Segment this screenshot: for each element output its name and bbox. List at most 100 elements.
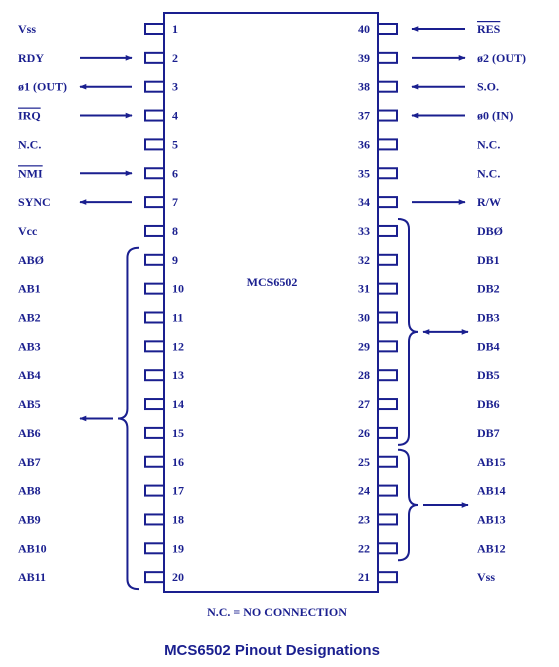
signal-ab3: AB3 bbox=[18, 339, 41, 353]
pin-17: 17 AB8 bbox=[18, 484, 184, 498]
pin-number: 24 bbox=[358, 484, 370, 498]
pin-stub bbox=[377, 51, 398, 64]
pin-7: 7 SYNC bbox=[18, 195, 178, 209]
pin-9: 9 ABØ bbox=[18, 253, 178, 267]
pin-number: 36 bbox=[358, 137, 370, 151]
signal-n-c: N.C. bbox=[477, 166, 500, 180]
signal-0-in: ø0 (IN) bbox=[477, 109, 513, 123]
pin-11: 11 AB2 bbox=[18, 311, 183, 325]
pin-stub bbox=[377, 282, 398, 295]
pin-number: 19 bbox=[172, 541, 184, 555]
signal-ab2: AB2 bbox=[18, 311, 41, 325]
pin-number: 9 bbox=[172, 253, 178, 267]
pin-number: 21 bbox=[358, 570, 370, 584]
chip-body bbox=[163, 12, 379, 593]
pin-stub bbox=[377, 109, 398, 122]
pin-stub bbox=[377, 398, 398, 411]
signal-ab15: AB15 bbox=[477, 455, 506, 469]
pin-number: 23 bbox=[358, 512, 370, 526]
pin-stub bbox=[377, 542, 398, 555]
signal-ab14: AB14 bbox=[477, 484, 506, 498]
pin-number: 17 bbox=[172, 484, 184, 498]
pin-number: 35 bbox=[358, 166, 370, 180]
pin-stub bbox=[377, 340, 398, 353]
pin-number: 37 bbox=[358, 109, 370, 123]
pin-number: 6 bbox=[172, 166, 178, 180]
signal-vcc: Vcc bbox=[18, 224, 38, 238]
pin-stub bbox=[144, 253, 165, 266]
pin-number: 2 bbox=[172, 51, 178, 65]
pin-4: 4 IRQ bbox=[18, 109, 178, 123]
pin-23: 23 AB13 bbox=[358, 512, 506, 526]
pin-number: 13 bbox=[172, 368, 184, 382]
pin-stub bbox=[144, 340, 165, 353]
pin-25: 25 AB15 bbox=[358, 455, 506, 469]
pin-number: 38 bbox=[358, 80, 370, 94]
pin-21: 21 Vss bbox=[358, 570, 495, 584]
pin-stub bbox=[144, 513, 165, 526]
address-bus-low-group bbox=[79, 246, 140, 591]
pin-number: 20 bbox=[172, 570, 184, 584]
pin-stub bbox=[144, 196, 165, 209]
chip-name: MCS6502 bbox=[247, 275, 298, 289]
pin-number: 32 bbox=[358, 253, 370, 267]
data-bus-group bbox=[397, 217, 469, 446]
pin-number: 14 bbox=[172, 397, 184, 411]
pin-number: 26 bbox=[358, 426, 370, 440]
pin-stub bbox=[144, 224, 165, 237]
pin-number: 5 bbox=[172, 137, 178, 151]
pin-number: 29 bbox=[358, 339, 370, 353]
pin-stub bbox=[377, 167, 398, 180]
pin-36: 36 N.C. bbox=[358, 137, 500, 151]
pin-stub bbox=[144, 398, 165, 411]
pin-stub bbox=[144, 426, 165, 439]
pin-stub bbox=[144, 167, 165, 180]
pin-stub bbox=[377, 253, 398, 266]
pin-stub bbox=[377, 513, 398, 526]
pin-20: 20 AB11 bbox=[18, 570, 184, 584]
pin-number: 15 bbox=[172, 426, 184, 440]
pin-stub bbox=[377, 311, 398, 324]
signal-rdy: RDY bbox=[18, 51, 44, 65]
pin-stub bbox=[377, 138, 398, 151]
pin-stub bbox=[377, 571, 398, 584]
pin-27: 27 DB6 bbox=[358, 397, 500, 411]
pin-12: 12 AB3 bbox=[18, 339, 184, 353]
signal-db6: DB6 bbox=[477, 397, 500, 411]
pin-stub bbox=[377, 23, 398, 35]
figure-caption: MCS6502 Pinout Designations bbox=[164, 642, 380, 659]
signal-ab11: AB11 bbox=[18, 570, 46, 584]
pin-16: 16 AB7 bbox=[18, 455, 184, 469]
pin-stub bbox=[377, 196, 398, 209]
pin-stub bbox=[144, 571, 165, 584]
address-bus-high-group bbox=[397, 448, 469, 562]
pin-stub bbox=[144, 455, 165, 468]
signal-ab4: AB4 bbox=[18, 368, 41, 382]
pin-number: 34 bbox=[358, 195, 370, 209]
pin-number: 33 bbox=[358, 224, 370, 238]
pin-stub bbox=[377, 224, 398, 237]
signal-irq: IRQ bbox=[18, 109, 41, 123]
pin-number: 8 bbox=[172, 224, 178, 238]
pin-34: 34 R/W bbox=[358, 195, 501, 209]
pin-35: 35 N.C. bbox=[358, 166, 500, 180]
pin-number: 18 bbox=[172, 512, 184, 526]
pin-stub bbox=[144, 138, 165, 151]
pins-layer: 1 Vss 2 RDY 3 ø1 (OUT) 4 IRQ 5 N.C. 6 NMI 7 SYNC 8 Vcc 9… bbox=[18, 22, 526, 584]
pin-number: 28 bbox=[358, 368, 370, 382]
signal-db1: DB1 bbox=[477, 253, 500, 267]
pin-stub bbox=[144, 311, 165, 324]
pin-5: 5 N.C. bbox=[18, 137, 178, 151]
signal-ab8: AB8 bbox=[18, 484, 41, 498]
pin-stub bbox=[144, 282, 165, 295]
signal-2-out: ø2 (OUT) bbox=[477, 51, 526, 65]
signal-db2: DB2 bbox=[477, 282, 500, 296]
signal-ab10: AB10 bbox=[18, 541, 47, 555]
pin-number: 27 bbox=[358, 397, 370, 411]
pin-stub bbox=[144, 542, 165, 555]
pin-2: 2 RDY bbox=[18, 51, 178, 65]
pin-number: 31 bbox=[358, 282, 370, 296]
signal-1-out: ø1 (OUT) bbox=[18, 80, 67, 94]
pin-10: 10 AB1 bbox=[18, 282, 184, 296]
